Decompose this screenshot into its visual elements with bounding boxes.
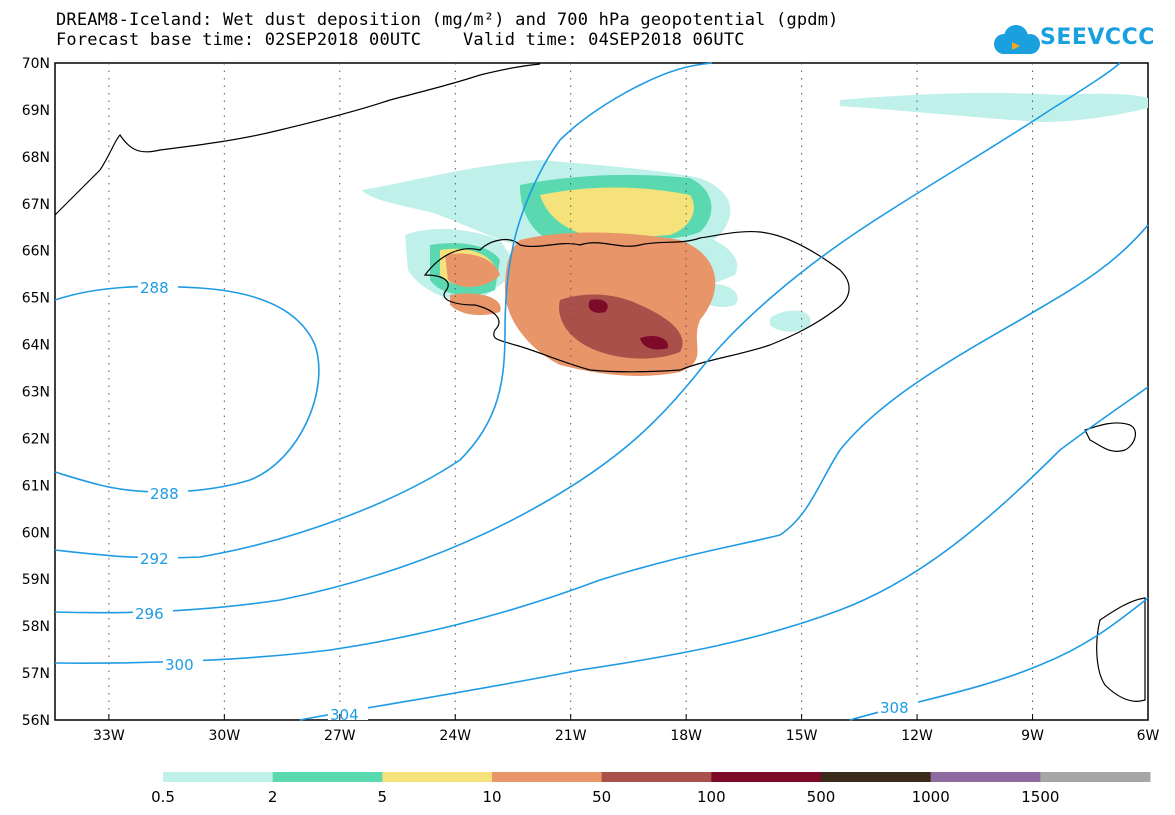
lon-tick-label: 24W <box>439 728 471 744</box>
legend-label: 50 <box>592 788 611 806</box>
latitude-labels: 70N 69N 68N 67N 66N 65N 64N 63N 62N 61N 60N 59N 58N 5… <box>22 56 50 729</box>
contour-296 <box>54 62 1121 614</box>
legend-label: 1500 <box>1021 788 1059 806</box>
lon-tick-label: 18W <box>670 728 702 744</box>
lat-tick-label: 57N <box>22 666 50 682</box>
legend-swatch <box>492 772 603 782</box>
contour-304 <box>299 386 1149 721</box>
lat-tick-label: 70N <box>22 56 50 72</box>
title-line-1: DREAM8-Iceland: Wet dust deposition (mg/… <box>56 10 839 30</box>
contour-292 <box>54 62 713 559</box>
contour-label: 292 <box>140 550 169 568</box>
logo-text: SEEVCCC <box>1040 25 1155 50</box>
contour-label: 288 <box>150 485 179 503</box>
map-frame <box>54 62 1149 721</box>
lon-tick-label: 27W <box>324 728 356 744</box>
contour-300 <box>54 224 1149 664</box>
legend-label: 10 <box>482 788 501 806</box>
lat-tick-label: 68N <box>22 150 50 166</box>
contour-label: 304 <box>330 706 359 724</box>
legend-label: 2 <box>268 788 278 806</box>
lon-tick-label: 9W <box>1021 728 1044 744</box>
geopotential-contours <box>54 62 1149 721</box>
lon-tick-label: 30W <box>209 728 241 744</box>
legend-swatch <box>601 772 712 782</box>
contour-label: 296 <box>135 605 164 623</box>
graticule <box>108 63 1034 720</box>
longitude-labels: 33W 30W 27W 24W 21W 18W 15W 12W 9W 6W <box>93 714 1160 744</box>
lat-tick-label: 66N <box>22 244 50 260</box>
legend-label: 100 <box>697 788 726 806</box>
legend-swatch <box>821 772 932 782</box>
lon-tick-label: 6W <box>1137 728 1160 744</box>
dust-deposition-field <box>362 92 1148 376</box>
legend-label: 500 <box>807 788 836 806</box>
legend-swatch <box>163 772 274 782</box>
legend-swatch <box>930 772 1041 782</box>
legend-colorbar: 0.5 2 5 10 50 100 500 1000 1500 <box>151 772 1151 806</box>
lat-tick-label: 58N <box>22 619 50 635</box>
lon-tick-label: 12W <box>901 728 933 744</box>
lat-tick-label: 59N <box>22 572 50 588</box>
legend-swatch <box>272 772 383 782</box>
lon-tick-label: 33W <box>93 728 125 744</box>
lat-tick-label: 61N <box>22 478 50 494</box>
legend-swatch <box>711 772 822 782</box>
lon-tick-label: 21W <box>555 728 587 744</box>
lon-tick-label: 15W <box>786 728 818 744</box>
legend-swatch <box>1040 772 1151 782</box>
legend-label: 5 <box>378 788 388 806</box>
coastlines <box>54 63 1146 702</box>
contour-label: 300 <box>165 656 194 674</box>
legend-label: 1000 <box>912 788 950 806</box>
lat-tick-label: 64N <box>22 338 50 354</box>
contour-label: 308 <box>880 699 909 717</box>
title-line-2: Forecast base time: 02SEP2018 00UTC Vali… <box>56 30 745 50</box>
legend-swatch <box>382 772 493 782</box>
lat-tick-label: 56N <box>22 713 50 729</box>
contour-label: 288 <box>140 279 169 297</box>
lat-tick-label: 67N <box>22 197 50 213</box>
contour-labels: 288 288 292 296 300 304 308 <box>133 278 918 724</box>
lat-tick-label: 63N <box>22 385 50 401</box>
legend-label: 0.5 <box>151 788 175 806</box>
lat-tick-label: 60N <box>22 525 50 541</box>
lat-tick-label: 62N <box>22 431 50 447</box>
cloud-icon <box>994 25 1040 54</box>
lat-tick-label: 69N <box>22 103 50 119</box>
lat-tick-label: 65N <box>22 291 50 307</box>
